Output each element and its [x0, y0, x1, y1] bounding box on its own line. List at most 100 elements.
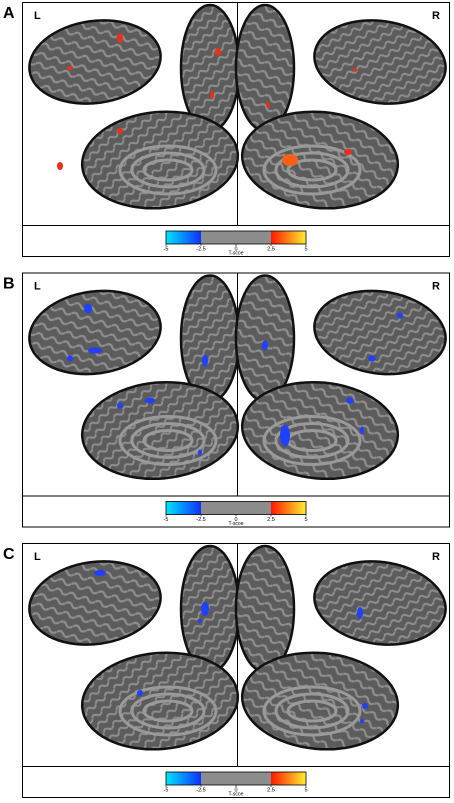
panel-frame [22, 272, 450, 528]
panel: B L R -5 -2.5 0 2.5 5 T-scoe [3, 272, 450, 528]
colorbar-tick-label: 0 [234, 246, 237, 252]
colorbar-title: T-scoe [228, 791, 243, 797]
activation-cluster [280, 424, 290, 447]
medial-sulcus [262, 685, 362, 737]
activation-cluster [67, 66, 73, 70]
activation-cluster [145, 397, 155, 404]
activation-cluster [344, 149, 352, 155]
hemisphere-label: R [432, 280, 440, 292]
panel: A L R -5 -2.5 0 2.5 5 T-scoe [3, 2, 450, 257]
medial-sulcus [142, 699, 194, 723]
activation-cluster [202, 354, 208, 367]
medial-sulcus [142, 158, 194, 182]
colorbar-positive [271, 231, 306, 244]
hemisphere-label: R [432, 10, 440, 22]
colorbar-negative [166, 501, 201, 515]
activation-cluster [88, 347, 102, 354]
colorbar-neutral [201, 772, 271, 785]
colorbar-tick-label: -5 [164, 246, 169, 252]
activation-cluster [282, 154, 298, 166]
activation-cluster [397, 312, 403, 319]
colorbar-tick-label: 5 [304, 517, 307, 523]
panel-label: B [3, 276, 15, 293]
hemisphere-label: L [34, 551, 41, 563]
brain-view [28, 560, 162, 646]
colorbar-tick-label: 5 [304, 246, 307, 252]
colorbar-tick-label: 0 [234, 517, 237, 523]
brain-view [179, 3, 241, 133]
colorbar-neutral [201, 231, 271, 244]
colorbar-title: T-scoe [228, 521, 243, 527]
brain-view [313, 19, 447, 105]
activation-cluster [262, 340, 268, 351]
activation-cluster [198, 449, 202, 456]
activation-cluster [117, 402, 123, 409]
panel: C L R -5 -2.5 0 2.5 5 T-scoe [3, 543, 450, 798]
colorbar-tick-label: 5 [304, 787, 307, 793]
panel-label: C [3, 546, 15, 563]
brain-view [234, 274, 296, 403]
activation-cluster [215, 48, 221, 56]
medial-sulcus [274, 692, 350, 730]
brain-view [313, 289, 447, 376]
brain-view [28, 289, 162, 376]
activation-cluster [117, 33, 123, 43]
activation-cluster [201, 602, 209, 616]
medial-sulcus [274, 422, 350, 459]
panel-frame [22, 543, 450, 798]
medial-sulcus [286, 699, 338, 723]
medial-sulcus [286, 158, 338, 182]
colorbar-negative [166, 772, 201, 785]
activation-cluster [360, 426, 364, 435]
activation-cluster [368, 355, 376, 362]
activation-cluster [198, 619, 202, 623]
medial-sulcus [118, 144, 218, 196]
panel-frame [22, 2, 450, 257]
activation-cluster [266, 102, 270, 108]
hemisphere-label: L [34, 10, 41, 22]
medial-sulcus [142, 429, 194, 452]
panel-label: A [3, 5, 15, 22]
hemisphere-label: R [432, 551, 440, 563]
medial-sulcus [262, 415, 362, 466]
colorbar-tick-label: -5 [164, 517, 169, 523]
colorbar-tick-label: 2.5 [267, 517, 275, 523]
activation-cluster [94, 570, 106, 576]
brain-view [234, 544, 296, 674]
colorbar-tick-label: 2.5 [267, 246, 275, 252]
medial-sulcus [130, 422, 206, 459]
brain-view [179, 274, 241, 403]
activation-cluster [346, 397, 354, 404]
colorbar-tick-label: -2.5 [196, 517, 205, 523]
colorbar-neutral [201, 501, 271, 515]
colorbar-positive [271, 501, 306, 515]
activation-cluster [360, 719, 364, 723]
activation-cluster [67, 355, 73, 362]
medial-sulcus [130, 692, 206, 730]
activation-cluster [84, 303, 92, 314]
brain-view [313, 560, 447, 646]
medial-sulcus [130, 151, 206, 189]
brain-view [234, 3, 296, 133]
activation-cluster [357, 607, 363, 619]
hemisphere-label: L [34, 280, 41, 292]
colorbar-tick-label: 0 [234, 787, 237, 793]
colorbar-negative [166, 231, 201, 244]
activation-cluster [353, 68, 357, 72]
colorbar-tick-label: -2.5 [196, 787, 205, 793]
activation-cluster [117, 128, 123, 134]
medial-sulcus [118, 685, 218, 737]
colorbar-tick-label: 2.5 [267, 787, 275, 793]
medial-sulcus [118, 415, 218, 466]
activation-cluster [210, 91, 214, 99]
colorbar-tick-label: -5 [164, 787, 169, 793]
colorbar-tick-label: -2.5 [196, 246, 205, 252]
activation-cluster [137, 690, 143, 696]
colorbar-positive [271, 772, 306, 785]
medial-sulcus [262, 144, 362, 196]
medial-sulcus [274, 151, 350, 189]
activation-cluster [57, 162, 63, 170]
brain-view [28, 19, 162, 105]
colorbar-title: T-scoe [228, 250, 243, 256]
